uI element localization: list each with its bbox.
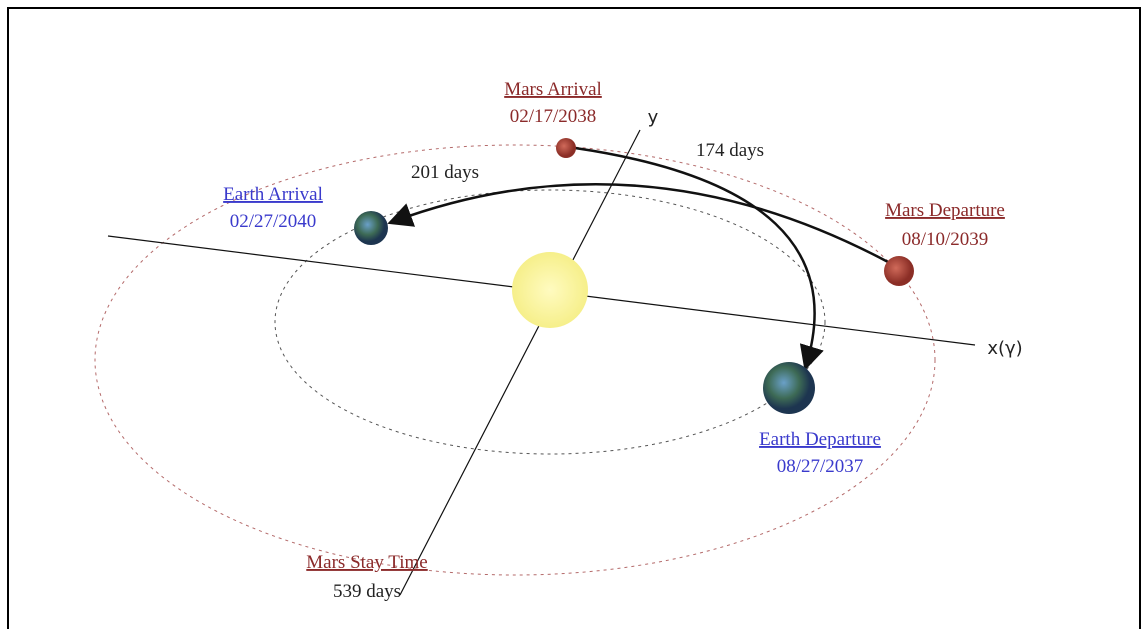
node-date: 08/10/2039 [902, 229, 989, 250]
node-label: Earth Departure [759, 429, 881, 450]
y-axis [400, 130, 640, 595]
earth-arrival-planet [354, 211, 388, 245]
transfer-label: 174 days [696, 140, 764, 161]
node-date: 02/27/2040 [230, 211, 317, 232]
node-date: 02/17/2038 [510, 106, 597, 127]
node-date: 539 days [333, 581, 401, 602]
x-axis-label: x(γ) [987, 338, 1022, 359]
sun [512, 252, 588, 328]
transfer-out [575, 148, 815, 366]
diagram: Mars Arrival 02/17/2038 Earth Arrival 02… [0, 0, 1148, 629]
earth-departure-planet [763, 362, 815, 414]
mars-departure-planet [884, 256, 914, 286]
node-label: Mars Departure [885, 200, 1005, 221]
mars-arrival-planet [556, 138, 576, 158]
node-label: Earth Arrival [223, 184, 323, 205]
node-label: Mars Stay Time [306, 552, 427, 573]
node-date: 08/27/2037 [777, 456, 864, 477]
y-axis-label: y [648, 107, 659, 128]
node-label: Mars Arrival [504, 79, 602, 100]
transfer-label: 201 days [411, 162, 479, 183]
